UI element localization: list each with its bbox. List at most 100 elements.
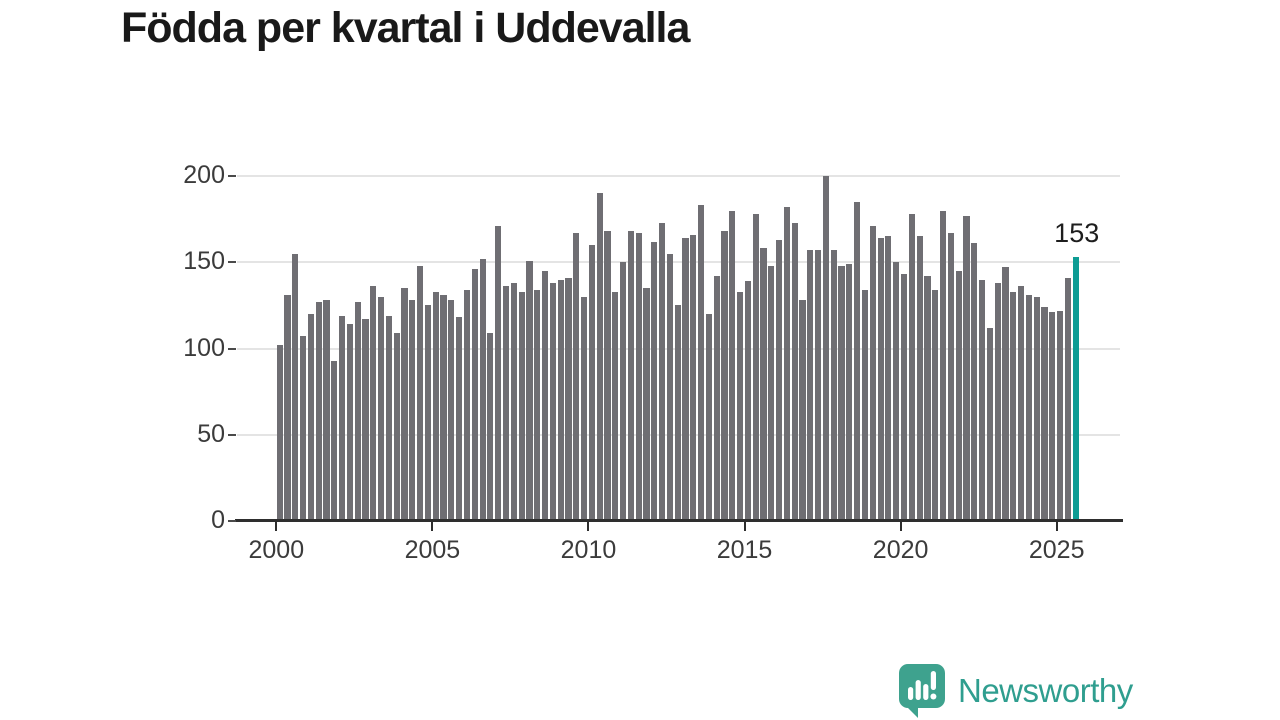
bar-2013Q3 — [698, 205, 705, 521]
bar-2006Q2 — [471, 269, 478, 521]
bar-2023Q1 — [994, 282, 1001, 521]
bar-2024Q3 — [1041, 307, 1048, 521]
bar-2009Q2 — [565, 277, 572, 521]
bar-2002Q2 — [346, 324, 354, 521]
x-tick-2005 — [431, 522, 434, 531]
bar-2015Q2 — [752, 213, 759, 521]
chart-title: Födda per kvartal i Uddevalla — [121, 4, 690, 52]
x-tick-label-2005: 2005 — [404, 536, 461, 564]
x-tick-label-2020: 2020 — [872, 536, 929, 564]
bar-2001Q1 — [307, 314, 314, 521]
highlight-value-label: 153 — [1054, 218, 1100, 249]
bar-2023Q4 — [1017, 286, 1025, 521]
bar-2001Q2 — [315, 301, 322, 521]
y-tick-label-150: 150 — [183, 247, 225, 276]
bar-2008Q4 — [549, 282, 556, 521]
bar-2014Q1 — [713, 276, 720, 521]
y-tick-label-200: 200 — [183, 161, 225, 189]
y-tick-50 — [228, 433, 236, 436]
bar-2017Q4 — [830, 250, 837, 521]
bar-2025Q2 — [1064, 277, 1071, 521]
bar-2005Q4 — [456, 317, 463, 521]
bar-2015Q1 — [744, 281, 752, 521]
x-tick-label-2015: 2015 — [716, 536, 773, 564]
gridline-150 — [237, 261, 1120, 264]
bar-2000Q4 — [300, 336, 307, 521]
bar-2007Q1 — [495, 226, 502, 521]
bar-2002Q1 — [339, 315, 346, 521]
gridline-200 — [237, 175, 1120, 177]
bar-2017Q3 — [822, 176, 830, 521]
x-tick-label-2000: 2000 — [248, 536, 305, 564]
bar-2004Q3 — [417, 265, 424, 521]
bar-2003Q3 — [385, 315, 393, 521]
bar-2019Q2 — [877, 238, 884, 521]
bar-2021Q3 — [947, 232, 954, 521]
bar-2024Q1 — [1025, 295, 1032, 521]
y-tick-label-50: 50 — [197, 419, 225, 448]
bar-2006Q1 — [463, 289, 471, 521]
plot-area: 0 50 100 150 200 2000 2005 2010 2015 2020 2025 153 — [183, 163, 1123, 564]
bar-2007Q3 — [510, 282, 517, 521]
bar-2001Q3 — [323, 300, 330, 521]
bar-2020Q1 — [900, 274, 908, 521]
bar-2018Q4 — [861, 289, 869, 521]
bar-2003Q2 — [378, 296, 385, 521]
newsworthy-logo-text: Newsworthy — [958, 671, 1133, 709]
bar-2013Q2 — [690, 234, 697, 521]
bar-2008Q2 — [534, 289, 541, 521]
bar-2009Q4 — [580, 296, 588, 521]
newsworthy-logo-icon — [899, 664, 945, 718]
bar-2006Q3 — [479, 258, 486, 521]
bar-2010Q3 — [604, 231, 611, 521]
bar-2003Q4 — [393, 332, 400, 521]
bar-2020Q3 — [916, 236, 923, 521]
bar-2002Q3 — [354, 301, 361, 521]
bar-2016Q2 — [783, 207, 791, 521]
bar-2025Q3-highlight — [1072, 257, 1079, 521]
bar-2009Q3 — [573, 232, 580, 521]
bar-2018Q2 — [846, 263, 853, 521]
bar-2018Q1 — [838, 265, 845, 521]
bar-2002Q4 — [362, 319, 369, 521]
x-tick-2010 — [587, 522, 590, 531]
y-tick-0 — [228, 520, 236, 522]
bar-2019Q1 — [869, 226, 876, 521]
bar-2024Q4 — [1049, 312, 1056, 521]
bar-2023Q2 — [1002, 267, 1009, 521]
bar-2004Q1 — [401, 288, 408, 521]
bar-2003Q1 — [370, 286, 377, 521]
bar-2014Q3 — [729, 210, 736, 521]
bar-2005Q3 — [448, 300, 455, 521]
bar-2021Q4 — [955, 270, 962, 521]
y-tick-label-100: 100 — [183, 333, 225, 362]
bar-2005Q2 — [440, 295, 447, 521]
bar-2019Q3 — [885, 236, 892, 521]
bar-2015Q3 — [760, 248, 767, 521]
bar-2010Q4 — [612, 291, 619, 521]
bar-2000Q1 — [276, 345, 283, 521]
bar-2011Q4 — [643, 288, 650, 521]
x-tick-label-2025: 2025 — [1028, 536, 1085, 564]
bar-2022Q2 — [971, 243, 978, 521]
bar-2016Q1 — [776, 239, 783, 521]
bar-2017Q1 — [807, 250, 814, 521]
bar-2013Q4 — [705, 314, 712, 521]
bar-2004Q4 — [424, 305, 432, 521]
x-tick-2025 — [1055, 522, 1058, 531]
bar-2018Q3 — [854, 201, 861, 521]
newsworthy-logo: Newsworthy — [897, 662, 1133, 718]
bar-2022Q1 — [963, 215, 970, 521]
bar-2014Q4 — [737, 291, 744, 521]
x-tick-label-2010: 2010 — [560, 536, 617, 564]
bar-2011Q3 — [635, 232, 642, 521]
bar-2010Q2 — [596, 193, 603, 521]
bar-2007Q2 — [502, 286, 510, 521]
bar-2012Q3 — [666, 253, 673, 521]
x-tick-2015 — [743, 522, 746, 531]
bar-2000Q3 — [292, 253, 299, 521]
y-tick-200 — [228, 175, 236, 177]
bar-2004Q2 — [409, 300, 416, 521]
x-tick-2000 — [275, 522, 278, 531]
bar-2016Q3 — [791, 222, 798, 521]
